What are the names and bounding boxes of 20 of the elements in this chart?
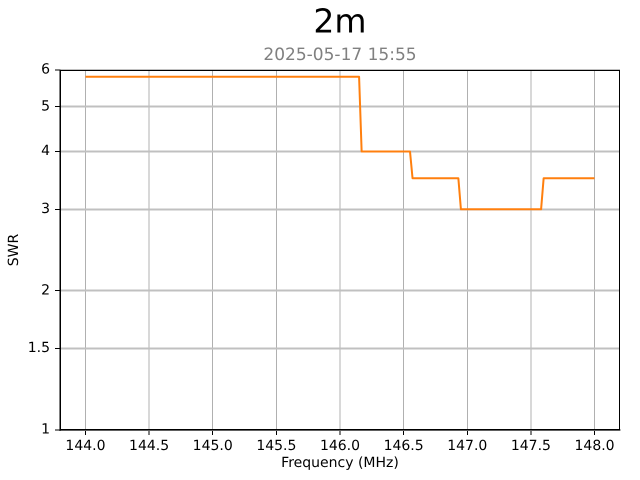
x-axis-title: Frequency (MHz) <box>281 455 399 472</box>
x-tick-label: 147.5 <box>510 438 551 454</box>
x-tick-label: 145.5 <box>256 438 296 454</box>
y-tick-label: 5 <box>41 98 50 114</box>
x-tick-label: 146.0 <box>320 438 360 454</box>
y-axis-title: SWR <box>6 234 22 266</box>
chart-subtitle: 2025-05-17 15:55 <box>263 45 417 66</box>
x-tick-label: 146.5 <box>384 438 424 454</box>
x-tick-label: 147.0 <box>447 438 488 454</box>
x-tick-label: 144.0 <box>65 438 106 454</box>
x-tick-label: 144.5 <box>129 438 170 454</box>
y-tick-label: 4 <box>41 143 50 160</box>
x-tick-label: 145.0 <box>192 438 233 454</box>
chart-title: 2m <box>313 1 367 40</box>
y-tick-label: 1.5 <box>28 340 50 356</box>
y-tick-label: 6 <box>41 62 50 78</box>
x-tick-label: 148.0 <box>574 438 615 454</box>
y-tick-label: 3 <box>41 200 50 217</box>
y-tick-label: 2 <box>41 282 50 298</box>
y-tick-label: 1 <box>41 422 50 438</box>
